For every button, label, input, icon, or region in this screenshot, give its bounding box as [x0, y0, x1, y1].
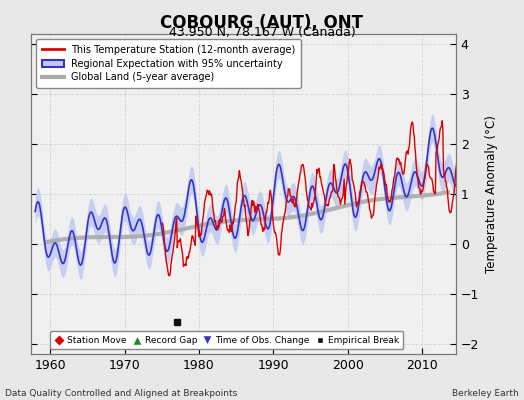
Text: COBOURG (AUT), ONT: COBOURG (AUT), ONT — [160, 14, 364, 32]
Text: 43.950 N, 78.167 W (Canada): 43.950 N, 78.167 W (Canada) — [169, 26, 355, 39]
Legend: Station Move, Record Gap, Time of Obs. Change, Empirical Break: Station Move, Record Gap, Time of Obs. C… — [50, 332, 403, 350]
Text: Data Quality Controlled and Aligned at Breakpoints: Data Quality Controlled and Aligned at B… — [5, 389, 237, 398]
Y-axis label: Temperature Anomaly (°C): Temperature Anomaly (°C) — [485, 115, 498, 273]
Text: Berkeley Earth: Berkeley Earth — [452, 389, 519, 398]
